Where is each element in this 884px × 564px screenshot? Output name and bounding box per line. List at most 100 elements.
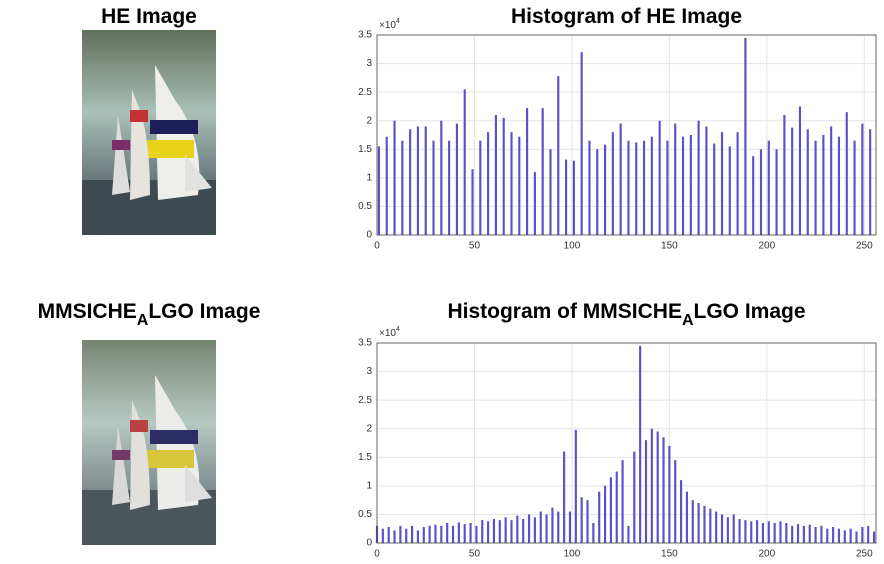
bar bbox=[557, 76, 560, 236]
bar bbox=[463, 89, 466, 236]
bar bbox=[494, 115, 497, 235]
bar bbox=[611, 132, 614, 235]
bar bbox=[703, 505, 706, 543]
image-title-sub: A bbox=[137, 312, 149, 329]
bar bbox=[806, 129, 809, 235]
bar bbox=[621, 460, 624, 543]
bar bbox=[791, 525, 794, 543]
x-tick-label: 200 bbox=[759, 549, 776, 560]
bar bbox=[674, 460, 677, 543]
y-tick-label: 2.5 bbox=[358, 395, 372, 406]
bar bbox=[510, 520, 513, 543]
bar bbox=[802, 525, 805, 543]
bar bbox=[798, 106, 802, 235]
y-tick-label: 0 bbox=[366, 538, 372, 549]
bar bbox=[814, 527, 817, 543]
y-tick-label: 0 bbox=[366, 230, 372, 241]
bar bbox=[603, 485, 607, 543]
bar bbox=[526, 108, 529, 235]
bar bbox=[837, 528, 841, 543]
plot-frame bbox=[376, 342, 877, 544]
bar bbox=[432, 140, 435, 235]
bar bbox=[736, 132, 739, 235]
bar bbox=[872, 531, 876, 543]
bar bbox=[533, 517, 536, 543]
bar bbox=[644, 440, 648, 543]
bar bbox=[387, 527, 390, 543]
y-tick-label: 2.5 bbox=[358, 87, 372, 98]
bar bbox=[627, 525, 630, 543]
bar bbox=[814, 140, 817, 235]
bar bbox=[572, 160, 575, 235]
bar bbox=[689, 135, 692, 235]
bar bbox=[487, 132, 490, 235]
x-tick-label: 100 bbox=[564, 549, 581, 560]
bar bbox=[563, 451, 566, 543]
bar bbox=[598, 491, 601, 543]
bar bbox=[668, 445, 671, 543]
bar bbox=[549, 149, 552, 235]
bar bbox=[642, 140, 646, 235]
bar bbox=[779, 521, 782, 543]
bar bbox=[603, 144, 607, 235]
bar bbox=[580, 497, 583, 543]
x-tick-label: 150 bbox=[661, 549, 678, 560]
bar bbox=[650, 136, 653, 235]
bar bbox=[393, 120, 396, 235]
bar bbox=[455, 123, 458, 235]
bar bbox=[409, 129, 412, 235]
bar bbox=[539, 511, 542, 543]
bar bbox=[574, 429, 577, 543]
bar bbox=[451, 525, 455, 543]
bar bbox=[720, 514, 724, 543]
bar bbox=[744, 520, 747, 543]
y-tick-label: 1 bbox=[366, 172, 372, 183]
x-tick-label: 0 bbox=[374, 549, 380, 560]
bar bbox=[586, 500, 589, 543]
bar bbox=[545, 514, 548, 543]
y-tick-label: 1.5 bbox=[358, 144, 372, 155]
bar bbox=[697, 120, 700, 235]
y-tick-label: 3 bbox=[366, 366, 372, 377]
y-scale-text: ×10 bbox=[379, 328, 396, 339]
bar bbox=[783, 115, 786, 235]
bar bbox=[785, 523, 788, 543]
bar bbox=[820, 525, 823, 543]
bar bbox=[405, 528, 408, 543]
bar bbox=[463, 524, 466, 543]
bar bbox=[516, 515, 519, 543]
y-tick-label: 1.5 bbox=[358, 452, 372, 463]
bar bbox=[502, 117, 505, 235]
x-tick-label: 200 bbox=[759, 241, 776, 252]
bar bbox=[656, 431, 659, 543]
bar bbox=[855, 531, 858, 543]
bar bbox=[709, 508, 712, 543]
y-tick-label: 3.5 bbox=[358, 338, 372, 349]
bar bbox=[440, 525, 443, 543]
y-tick-label: 3 bbox=[366, 58, 372, 69]
y-tick-label: 2 bbox=[366, 423, 372, 434]
bar bbox=[401, 140, 404, 235]
bar bbox=[481, 520, 484, 543]
bar bbox=[756, 520, 759, 543]
bar bbox=[522, 519, 525, 543]
bar bbox=[385, 136, 388, 235]
bar bbox=[761, 523, 765, 543]
y-tick-label: 1 bbox=[366, 480, 372, 491]
plot-frame bbox=[376, 34, 877, 236]
x-tick-label: 100 bbox=[564, 241, 581, 252]
bar bbox=[720, 132, 724, 235]
bar bbox=[588, 140, 591, 235]
y-scale-label: ×104 bbox=[379, 18, 400, 31]
bar bbox=[627, 140, 630, 235]
image-title-text: LGO Image bbox=[148, 300, 260, 323]
bar bbox=[377, 146, 381, 235]
bar bbox=[680, 480, 683, 543]
bar bbox=[381, 528, 384, 543]
bar bbox=[666, 140, 669, 235]
bar bbox=[822, 135, 825, 235]
bar bbox=[428, 525, 431, 543]
bar bbox=[728, 146, 731, 235]
bar bbox=[674, 123, 677, 235]
x-tick-label: 50 bbox=[469, 241, 481, 252]
